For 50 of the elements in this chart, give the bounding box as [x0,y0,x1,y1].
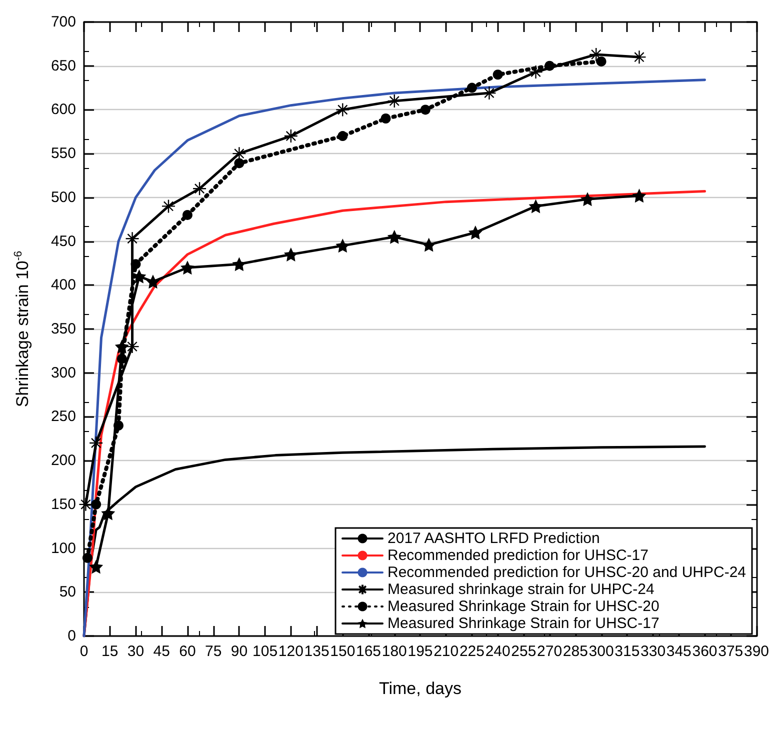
x-tick-label: 285 [562,643,588,660]
y-tick-label: 50 [59,584,76,601]
x-tick-label: 300 [588,643,614,660]
x-tick-label: 75 [204,643,222,660]
x-tick-label: 120 [278,643,304,660]
y-tick-label: 500 [50,188,76,206]
y-tick-label: 100 [50,540,76,557]
x-tick-label: 30 [127,643,144,660]
x-tick-label: 165 [356,643,382,660]
legend-label: 2017 AASHTO LRFD Prediction [388,530,600,547]
x-tick-label: 0 [80,643,88,660]
x-tick-label: 255 [511,643,536,660]
y-tick-label: 300 [50,364,76,382]
x-tick-label: 390 [744,643,769,660]
x-tick-label: 330 [640,643,666,660]
y-tick-label: 650 [50,57,76,74]
legend-label: Measured Shrinkage Strain for UHSC-17 [388,615,660,632]
y-tick-label: 350 [50,320,76,338]
x-axis-title: Time, days [378,679,462,698]
x-tick-label: 360 [692,643,718,660]
x-tick-label: 60 [179,643,196,660]
y-tick-label: 400 [50,276,76,294]
legend-label: Measured shrinkage strain for UHPC-24 [388,581,654,598]
x-tick-label: 45 [153,643,170,660]
x-tick-label: 315 [614,643,640,660]
x-tick-label: 105 [252,643,278,660]
y-tick-label: 700 [50,14,76,30]
x-tick-label: 210 [434,643,459,660]
legend-label: Measured Shrinkage Strain for UHSC-20 [388,598,660,615]
x-tick-label: 240 [485,643,510,660]
y-tick-label: 550 [50,145,76,162]
y-tick-label: 200 [50,452,76,470]
x-tick-label: 90 [230,643,248,660]
x-tick-label: 180 [382,643,407,660]
legend-label: Recommended prediction for UHSC-17 [388,547,648,564]
x-tick-label: 375 [718,643,744,660]
y-tick-label: 450 [50,232,76,250]
x-tick-label: 270 [537,643,562,660]
x-tick-label: 150 [330,643,356,660]
x-tick-label: 15 [102,643,118,660]
x-tick-label: 195 [408,643,433,660]
x-tick-label: 345 [666,643,692,660]
y-tick-label: 250 [50,408,76,426]
y-tick-label: 0 [68,628,76,644]
legend-label: Recommended prediction for UHSC-20 and UHPC-24 [388,564,746,581]
x-tick-label: 225 [459,643,484,660]
y-tick-label: 150 [50,496,76,513]
y-tick-label: 600 [50,101,76,118]
x-tick-label: 135 [304,643,330,660]
y-axis-title: Shrinkage strain 10-6 [12,250,32,408]
